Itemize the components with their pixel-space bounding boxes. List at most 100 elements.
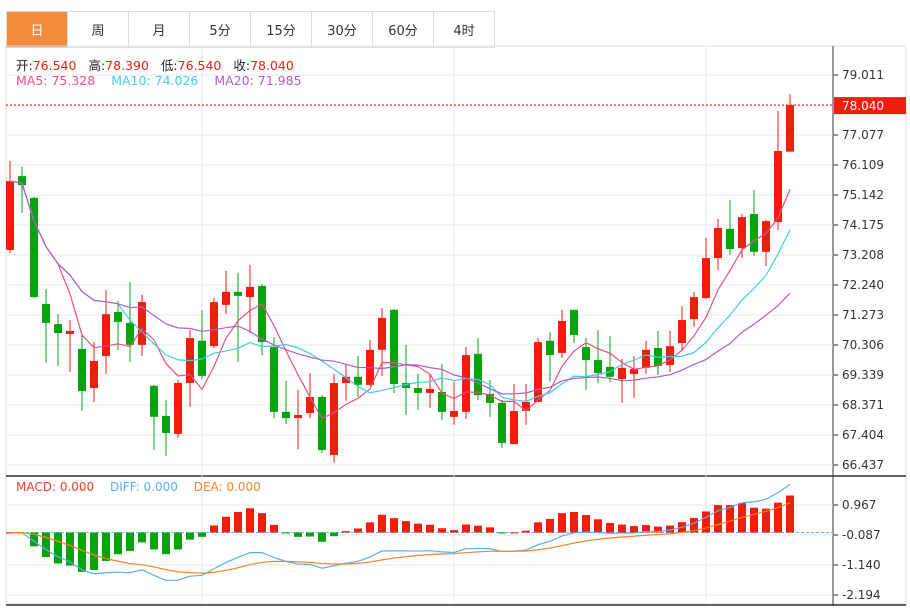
candle-body xyxy=(90,361,98,388)
candle-body xyxy=(246,286,254,298)
candle xyxy=(114,301,122,350)
candle-body xyxy=(30,197,38,298)
candle xyxy=(42,289,50,363)
tab-4hour[interactable]: 4时 xyxy=(434,12,495,47)
ma5-line xyxy=(9,180,791,420)
candle-body xyxy=(726,228,734,250)
candle xyxy=(474,338,482,401)
candle-body xyxy=(66,330,74,335)
candle-body xyxy=(582,347,590,361)
candle-body xyxy=(774,151,782,223)
candle xyxy=(486,379,494,417)
candle-body xyxy=(474,353,482,396)
candle xyxy=(642,340,650,375)
macd-bar xyxy=(450,530,458,533)
macd-bar xyxy=(630,526,638,533)
macd-readout: MACD: 0.000 DIFF: 0.000 DEA: 0.000 xyxy=(16,480,269,494)
period-tabs: 日 周 月 5分 15分 30分 60分 4时 xyxy=(6,11,495,48)
candle-body xyxy=(18,176,26,186)
candle xyxy=(294,389,302,450)
candle-body xyxy=(438,392,446,412)
ma10-line xyxy=(9,180,791,402)
candle xyxy=(714,218,722,271)
macd-bar xyxy=(786,495,794,533)
open-label: 开: xyxy=(16,58,33,73)
tab-week[interactable]: 周 xyxy=(68,12,129,47)
price-tick-label: 74.175 xyxy=(842,218,884,232)
ma10-value: MA10: 74.026 xyxy=(111,73,199,88)
macd-bar xyxy=(654,526,662,533)
macd-bar xyxy=(582,515,590,533)
candle-body xyxy=(306,396,314,414)
macd-bar xyxy=(342,531,350,533)
candle-body xyxy=(162,415,170,433)
ma5-value: MA5: 75.328 xyxy=(16,73,96,88)
candle-body xyxy=(642,349,650,368)
candle-body xyxy=(498,402,506,443)
macd-bar xyxy=(378,514,386,533)
tab-5min[interactable]: 5分 xyxy=(190,12,251,47)
candle-body xyxy=(234,291,242,296)
candle xyxy=(90,342,98,402)
candle xyxy=(726,200,734,255)
candle-body xyxy=(198,340,206,376)
candle-body xyxy=(42,303,50,323)
candle xyxy=(570,309,578,344)
candle-body xyxy=(678,320,686,344)
candle xyxy=(630,356,638,398)
candle-body xyxy=(630,369,638,375)
candle xyxy=(150,384,158,451)
candle xyxy=(102,289,110,375)
candle xyxy=(18,166,26,214)
candle-body xyxy=(534,342,542,402)
macd-bar xyxy=(486,527,494,533)
candle xyxy=(498,400,506,448)
candle-body xyxy=(750,213,758,252)
macd-bar xyxy=(618,524,626,533)
candle xyxy=(354,356,362,397)
candle-body xyxy=(738,217,746,249)
candle xyxy=(414,374,422,411)
macd-tick-label: -2.194 xyxy=(842,588,881,602)
candle-body xyxy=(294,414,302,419)
price-tick-label: 69.339 xyxy=(842,368,884,382)
candle xyxy=(522,383,530,425)
tab-day[interactable]: 日 xyxy=(7,12,68,47)
open-value: 76.540 xyxy=(32,58,77,73)
tab-month[interactable]: 月 xyxy=(129,12,190,47)
macd-bar xyxy=(774,502,782,533)
ma20-line xyxy=(9,180,791,395)
macd-bar xyxy=(606,522,614,533)
candle-body xyxy=(342,376,350,384)
last-price-label: 78.040 xyxy=(842,99,884,113)
macd-bar xyxy=(642,525,650,533)
candle xyxy=(270,337,278,419)
candle-body xyxy=(690,297,698,320)
candle-body xyxy=(486,393,494,403)
price-tick-label: 76.109 xyxy=(842,158,884,172)
candle xyxy=(702,237,710,299)
macd-bar xyxy=(294,532,302,537)
candle-body xyxy=(522,401,530,411)
candle xyxy=(510,383,518,445)
macd-bar xyxy=(138,532,146,543)
tab-60min[interactable]: 60分 xyxy=(373,12,434,47)
macd-bar xyxy=(426,524,434,533)
price-tick-label: 70.306 xyxy=(842,338,884,352)
candle-body xyxy=(222,291,230,305)
macd-bar xyxy=(714,505,722,533)
ohlc-readout: 开:76.540 高:78.390 低:76.540 收:78.040 xyxy=(16,55,302,74)
macd-bar xyxy=(282,532,290,534)
candle xyxy=(342,365,350,402)
candle-body xyxy=(570,309,578,335)
candle xyxy=(438,364,446,420)
candle xyxy=(654,330,662,375)
tab-15min[interactable]: 15分 xyxy=(251,12,312,47)
candle-body xyxy=(102,314,110,357)
macd-bar xyxy=(318,532,326,542)
candle-body xyxy=(558,320,566,353)
price-tick-label: 77.077 xyxy=(842,128,884,142)
dea-line xyxy=(9,502,791,574)
tab-30min[interactable]: 30分 xyxy=(312,12,373,47)
